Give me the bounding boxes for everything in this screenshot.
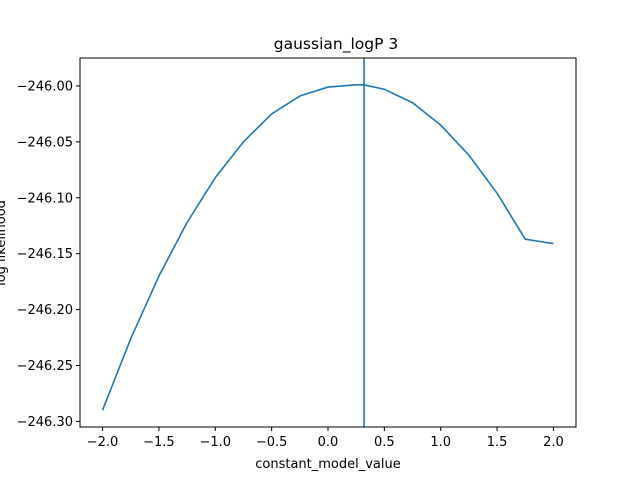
y-axis-ticks: −246.00 −246.05 −246.10 −246.15 −246.20 −246.… [17, 79, 80, 430]
y-tick-label: −246.25 [17, 359, 73, 374]
y-tick-label: −246.05 [17, 135, 73, 150]
y-tick-label: −246.00 [17, 79, 73, 94]
x-tick-label: 1.0 [430, 435, 451, 450]
x-axis-ticks: −2.0 −1.5 −1.0 −0.5 0.0 0.5 1.0 1.5 2.0 [87, 427, 564, 450]
y-tick-label: −246.10 [17, 191, 73, 206]
x-tick-label: −2.0 [87, 435, 119, 450]
chart-title: gaussian_logP 3 [274, 35, 398, 54]
plot-frame [79, 57, 577, 428]
x-tick-label: 2.0 [543, 435, 564, 450]
x-axis-label: constant_model_value [255, 457, 401, 472]
y-tick-label: −246.30 [17, 415, 73, 430]
series-line [101, 84, 554, 411]
y-tick-label: −246.20 [17, 303, 73, 318]
y-axis-label: log likelihood [0, 200, 9, 286]
plot-area [101, 58, 554, 427]
x-tick-label: −0.5 [256, 435, 288, 450]
x-tick-label: 0.5 [374, 435, 395, 450]
x-tick-label: −1.5 [143, 435, 175, 450]
x-tick-label: 0.0 [318, 435, 339, 450]
x-tick-label: 1.5 [487, 435, 508, 450]
x-tick-label: −1.0 [199, 435, 231, 450]
y-tick-label: −246.15 [17, 247, 73, 262]
